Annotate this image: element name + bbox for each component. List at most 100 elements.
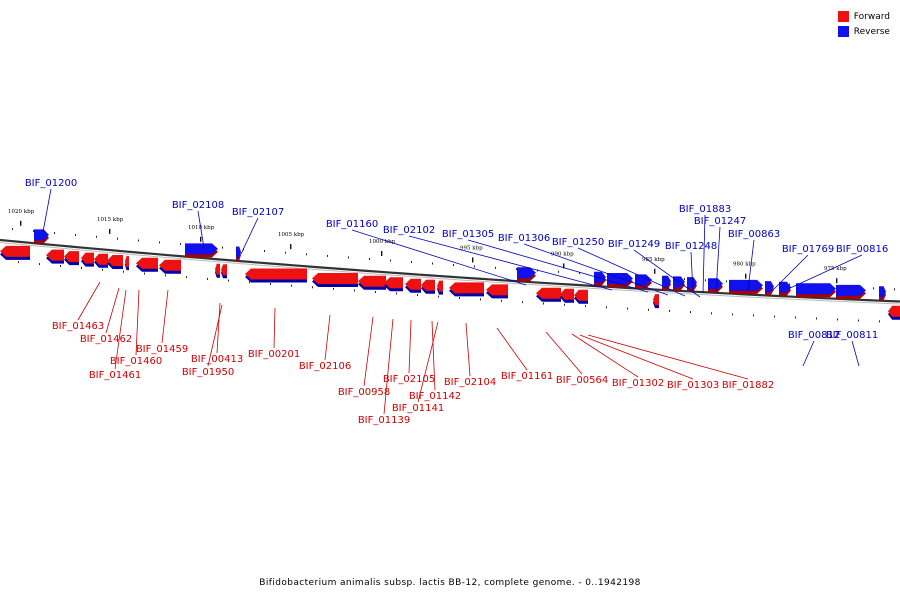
gene-label: BIF_00958 — [338, 316, 390, 398]
forward-swatch — [837, 11, 849, 22]
reverse-gene-arrow — [779, 281, 791, 296]
reverse-gene-arrow — [687, 277, 697, 292]
leader-line — [42, 188, 52, 233]
minor-tick — [33, 230, 34, 233]
forward-gene-arrow — [136, 257, 158, 272]
minor-tick — [648, 308, 649, 311]
genome-backbone — [0, 238, 900, 303]
gene-label: BIF_00812 — [788, 330, 840, 367]
gene-label: BIF_02106 — [299, 314, 351, 372]
minor-tick — [180, 243, 181, 246]
minor-tick — [96, 235, 97, 238]
gene-name: BIF_01303 — [667, 380, 719, 391]
scale-tick-label: 1015 kbp — [97, 217, 124, 223]
reverse-gene-arrow — [729, 279, 763, 294]
forward-gene-arrow-body — [215, 263, 220, 275]
forward-gene-arrow — [574, 289, 588, 304]
forward-gene-arrow — [449, 282, 484, 297]
leader-line — [577, 247, 686, 297]
gene-name: BIF_00958 — [338, 387, 390, 398]
forward-gene-arrow — [81, 252, 94, 267]
minor-tick — [558, 270, 559, 273]
gene-name: BIF_00863 — [728, 229, 780, 240]
forward-gene-arrow-body — [358, 275, 386, 287]
minor-tick — [732, 313, 733, 316]
leader-line — [351, 229, 527, 286]
minor-tick — [102, 268, 103, 271]
minor-tick — [894, 288, 895, 291]
reverse-gene-arrow-body — [635, 274, 652, 286]
forward-gene-arrow — [312, 273, 358, 287]
gene-label: BIF_00811 — [826, 330, 878, 367]
gene-label: BIF_00816 — [787, 244, 888, 290]
forward-gene-arrow — [94, 253, 108, 268]
leader-line — [702, 214, 706, 294]
reverse-gene-arrow — [185, 243, 218, 258]
gene-label: BIF_01141 — [392, 321, 444, 414]
reverse-gene-arrow — [517, 267, 536, 282]
gene-name: BIF_01306 — [498, 233, 550, 244]
minor-tick — [522, 301, 523, 304]
gene-label: BIF_01161 — [496, 327, 553, 382]
gene-name: BIF_01769 — [782, 244, 834, 255]
minor-tick — [480, 298, 481, 301]
reverse-gene-arrow-body — [729, 279, 763, 291]
gene-name: BIF_01247 — [694, 216, 746, 227]
gene-label: BIF_01247 — [694, 216, 746, 293]
forward-gene-arrow-body — [486, 284, 508, 296]
minor-tick — [54, 232, 55, 234]
reverse-gene-arrow — [673, 276, 685, 291]
reverse-gene-arrow — [765, 281, 774, 296]
gene-label: BIF_01769 — [772, 244, 834, 291]
gene-name: BIF_01460 — [110, 356, 162, 367]
gene-label: BIF_01139 — [358, 318, 410, 426]
minor-tick — [753, 314, 754, 317]
gene-name: BIF_00201 — [248, 349, 300, 360]
forward-gene-arrow-body — [560, 288, 574, 300]
scale-tick — [563, 263, 565, 269]
forward-gene-arrow-body — [312, 273, 358, 284]
scale-tick-label: 995 kbp — [460, 245, 483, 251]
gene-label: BIF_01460 — [110, 289, 162, 367]
reverse-gene-arrow-body — [34, 229, 49, 241]
scale-tick — [109, 228, 111, 234]
leader-line — [408, 235, 613, 291]
gene-label: BIF_02108 — [172, 200, 224, 249]
leader-line — [383, 318, 394, 415]
reverse-gene-arrow-body — [236, 246, 241, 258]
forward-gene-arrow — [384, 277, 403, 292]
gene-label: BIF_01303 — [579, 334, 719, 391]
leader-line — [715, 226, 721, 293]
gene-name: BIF_02107 — [232, 207, 284, 218]
minor-tick — [75, 234, 76, 236]
leader-line — [240, 217, 259, 255]
gene-label: BIF_01306 — [498, 233, 669, 296]
forward-gene-arrow — [486, 284, 508, 299]
minor-tick — [396, 292, 397, 295]
leader-line — [408, 319, 412, 374]
reverse-gene-arrow-body — [517, 267, 536, 279]
gene-name: BIF_01200 — [25, 178, 77, 189]
leader-line — [851, 340, 860, 367]
leader-line — [747, 239, 755, 291]
leader-line — [207, 304, 223, 367]
gene-name: BIF_01250 — [552, 237, 604, 248]
legend-label-reverse: Reverse — [853, 26, 890, 37]
legend-item-reverse: Reverse — [837, 24, 890, 39]
minor-tick — [159, 241, 160, 244]
legend-label-forward: Forward — [853, 11, 890, 22]
scale-tick-label: 975 kbp — [824, 266, 847, 272]
gene-name: BIF_01463 — [52, 321, 104, 332]
gene-name: BIF_02106 — [299, 361, 351, 372]
forward-gene-arrow-body — [384, 277, 403, 289]
leader-line — [772, 254, 809, 291]
reverse-gene-arrow-body — [836, 284, 866, 296]
minor-tick — [144, 272, 145, 275]
forward-gene-arrow-body — [536, 287, 561, 299]
forward-gene-arrow-body — [449, 282, 484, 294]
scale-tick — [200, 236, 202, 242]
reverse-gene-arrow — [635, 274, 652, 289]
forward-gene-arrow-body — [421, 279, 435, 291]
reverse-gene-arrow-body — [879, 286, 886, 298]
forward-gene-arrow — [245, 268, 307, 283]
